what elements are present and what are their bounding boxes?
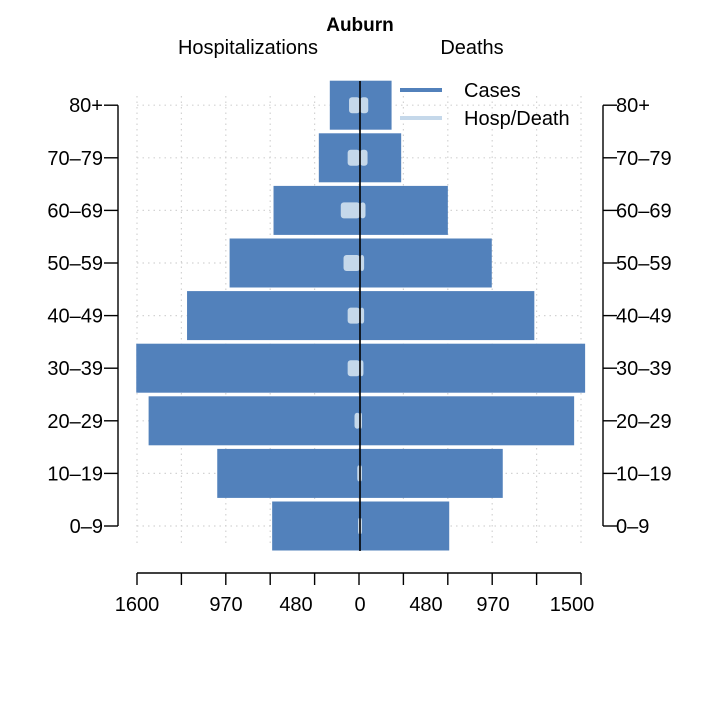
x-tick-label: 0 <box>354 594 365 616</box>
y-tick-label-right: 40–49 <box>616 306 672 328</box>
hosp-bar-left <box>343 255 360 271</box>
x-tick-label: 1500 <box>550 594 595 616</box>
bars <box>136 80 586 551</box>
y-axis-left: 0–9 10–19 20–29 30–39 40–49 50–59 60–69 70–79 80… <box>47 95 119 538</box>
y-tick-label-left: 60–69 <box>47 200 103 222</box>
death-bar-right <box>360 97 369 114</box>
y-axis-right: 0–9 10–19 20–29 30–39 40–49 50–59 60–69 70–79 80… <box>602 95 672 538</box>
cases-bar-right <box>360 448 503 498</box>
y-tick-label-right: 30–39 <box>616 358 672 380</box>
y-tick-label-right: 20–29 <box>616 411 672 433</box>
cases-bar-left <box>272 501 360 551</box>
hosp-bar-left <box>340 202 360 219</box>
y-tick-label-right: 80+ <box>616 95 650 117</box>
y-tick-label-right: 70–79 <box>616 148 672 170</box>
cases-bar-left <box>217 448 360 498</box>
x-axis: 1600 970 480 0 480 970 1500 <box>115 572 595 616</box>
cases-bar-right <box>360 396 575 446</box>
hosp-bar-left <box>354 412 360 429</box>
death-bar-right <box>360 149 368 166</box>
y-tick-label-right: 10–19 <box>616 463 672 485</box>
x-tick-label: 480 <box>409 594 442 616</box>
y-tick-label-left: 80+ <box>69 95 103 117</box>
legend: Cases Hosp/Death <box>400 80 570 130</box>
cases-bar-left <box>229 238 360 288</box>
y-tick-label-left: 70–79 <box>47 148 103 170</box>
chart-title: Auburn <box>326 15 394 36</box>
cases-bar-right <box>360 291 535 341</box>
y-tick-label-left: 10–19 <box>47 463 103 485</box>
cases-bar-right <box>360 501 450 551</box>
death-bar-right <box>360 255 365 271</box>
death-bar-right <box>360 360 364 377</box>
hosp-bar-left <box>347 360 360 377</box>
hosp-bar-left <box>347 149 360 166</box>
hosp-bar-left <box>347 307 360 324</box>
x-tick-label: 1600 <box>115 594 160 616</box>
y-tick-label-left: 0–9 <box>70 516 103 538</box>
y-tick-label-right: 0–9 <box>616 516 649 538</box>
y-tick-label-right: 50–59 <box>616 253 672 275</box>
death-bar-right <box>360 202 366 219</box>
cases-bar-left <box>148 396 360 446</box>
cases-bar-right <box>360 185 448 235</box>
cases-bar-left <box>136 343 360 393</box>
x-tick-label: 480 <box>279 594 312 616</box>
y-tick-label-right: 60–69 <box>616 200 672 222</box>
y-tick-label-left: 40–49 <box>47 306 103 328</box>
x-tick-label: 970 <box>476 594 509 616</box>
y-tick-label-left: 20–29 <box>47 411 103 433</box>
legend-label: Cases <box>464 80 521 102</box>
x-tick-label: 970 <box>209 594 242 616</box>
cases-bar-right <box>360 343 586 393</box>
hosp-bar-left <box>349 97 360 114</box>
cases-bar-right <box>360 238 492 288</box>
y-tick-label-left: 50–59 <box>47 253 103 275</box>
y-tick-label-left: 30–39 <box>47 358 103 380</box>
right-axis-subtitle: Deaths <box>440 37 503 59</box>
legend-label: Hosp/Death <box>464 108 570 130</box>
death-bar-right <box>360 307 365 324</box>
cases-bar-left <box>187 291 360 341</box>
left-axis-subtitle: Hospitalizations <box>178 37 318 59</box>
